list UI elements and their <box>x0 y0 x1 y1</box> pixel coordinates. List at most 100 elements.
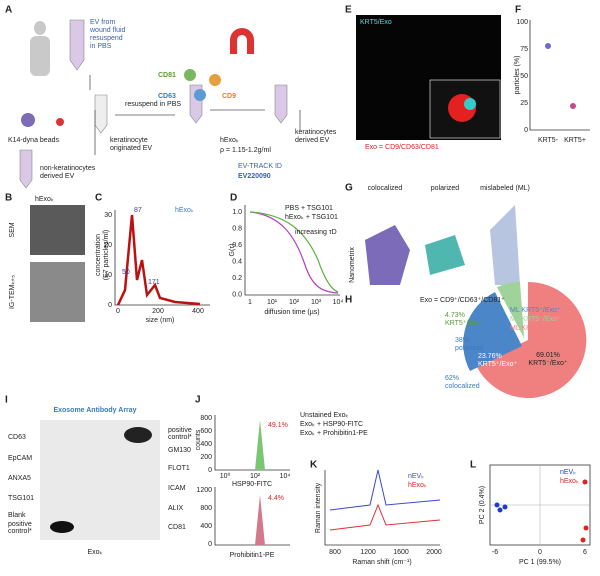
label: Raman intensity <box>315 482 322 533</box>
label: 0.8 <box>232 225 242 232</box>
label: ANXA5 <box>8 475 31 482</box>
label: 10⁰ <box>220 472 231 480</box>
label: increasing τD <box>295 229 337 236</box>
label: 0.2 <box>232 275 242 282</box>
label: hExoₖ <box>408 482 427 489</box>
label: keratinocytes <box>295 129 337 136</box>
label: 800 <box>200 415 212 422</box>
label: 75 <box>520 46 528 53</box>
label: 10⁴ <box>333 299 344 306</box>
label: 10² <box>289 299 300 306</box>
label: KRT5+ <box>564 137 586 144</box>
label: 2000 <box>426 549 442 556</box>
label: ρ = 1.15-1.2g/ml <box>220 147 271 154</box>
panel-letter: L <box>470 460 476 471</box>
label: EV-TRACK ID <box>238 163 282 170</box>
label: PBS + TSG101 <box>285 205 333 212</box>
label: 0.4 <box>232 258 242 265</box>
label: 10¹ <box>267 299 278 306</box>
label: CD81 <box>158 72 176 79</box>
label: 1200 <box>360 549 376 556</box>
label: ML KRT5⁺/Exo⁻ <box>510 325 561 332</box>
label: 4.73% <box>445 312 465 319</box>
label: polarized <box>431 185 460 192</box>
label: 50 <box>122 269 130 276</box>
label: diffusion time (µs) <box>264 309 319 316</box>
label: Prohibitin1-PE <box>230 552 275 559</box>
label: -6 <box>492 549 498 556</box>
label: nEVₖ <box>408 473 424 480</box>
label: 171 <box>148 279 160 286</box>
label: 100 <box>516 19 528 26</box>
label: ICAM <box>168 485 186 492</box>
label: non-keratinocytes <box>40 165 96 172</box>
panel-letter: C <box>95 193 102 204</box>
label: ML KRT5⁺/Exo⁺ <box>510 307 561 314</box>
label: 400 <box>200 523 212 530</box>
label: 1.0 <box>232 209 242 216</box>
panel-letter: D <box>230 193 237 204</box>
label: KRT5- <box>538 137 559 144</box>
label: derived EV <box>295 137 330 144</box>
label: EV from <box>90 19 115 26</box>
label: ALIX <box>168 505 184 512</box>
label: IG-TEMₖᵣₜ₅ <box>9 275 16 309</box>
panel-k-plot <box>324 469 441 546</box>
label: hExoₖ <box>175 207 194 214</box>
label: mislabeled (ML) <box>480 185 530 192</box>
label: 6 <box>583 549 587 556</box>
label: keratinocyte <box>110 137 148 144</box>
label: colocalized <box>445 383 480 390</box>
label: EpCAM <box>8 455 32 462</box>
label: Nanometrix <box>349 247 356 283</box>
label: ML KRT5⁻/Exo⁺ <box>510 316 561 323</box>
tem-image <box>30 262 85 322</box>
panel-h-pie <box>463 281 587 398</box>
label: CD9 <box>222 93 236 100</box>
label: GM130 <box>168 447 191 454</box>
panel-letter: G <box>345 183 353 194</box>
label: 0.6 <box>232 242 242 249</box>
label: G(τ) <box>229 244 236 257</box>
panel-f-plot <box>529 20 590 131</box>
label: 400 <box>192 308 204 315</box>
label: 800 <box>329 549 341 556</box>
label: 200 <box>152 308 164 315</box>
label: concentration <box>95 234 102 276</box>
label: KRT5⁻/Exo⁺ <box>528 360 567 367</box>
label: Unstained Exoₖ <box>300 412 349 419</box>
label: PC 2 (0.4%) <box>479 486 486 524</box>
label: PC 1 (99.5%) <box>519 559 561 566</box>
label: originated EV <box>110 145 152 152</box>
label: derived EV <box>40 173 75 180</box>
label: control* <box>8 528 32 535</box>
label: CD81 <box>168 524 186 531</box>
label: 10² <box>250 473 261 480</box>
label: 0 <box>208 467 212 474</box>
label: 0 <box>538 549 542 556</box>
label: KRT5⁺/Exo⁺ <box>478 361 517 368</box>
label: 30 <box>104 212 112 219</box>
label: 38% <box>455 337 469 344</box>
label: TSG101 <box>8 495 34 502</box>
label: 400 <box>200 441 212 448</box>
label: EV220090 <box>238 173 271 180</box>
label: 0.0 <box>232 291 242 298</box>
label: CD63 <box>158 93 176 100</box>
label: wound fluid <box>89 27 126 34</box>
label: Exosome Antibody Array <box>53 407 136 414</box>
label: 20 <box>104 242 112 249</box>
label: hExoₖ + TSG101 <box>285 214 338 221</box>
label: polarized <box>455 345 484 352</box>
label: 4.4% <box>268 495 284 502</box>
panel-letter: F <box>515 5 521 16</box>
label: 10³ <box>311 299 322 306</box>
label: Exoₖ <box>87 549 102 556</box>
label: FLOT1 <box>168 465 190 472</box>
panel-letter: E <box>345 5 352 16</box>
label: CD63 <box>8 434 26 441</box>
label: 49.1% <box>268 422 288 429</box>
panel-letter: K <box>310 460 318 471</box>
label: control* <box>168 434 192 441</box>
